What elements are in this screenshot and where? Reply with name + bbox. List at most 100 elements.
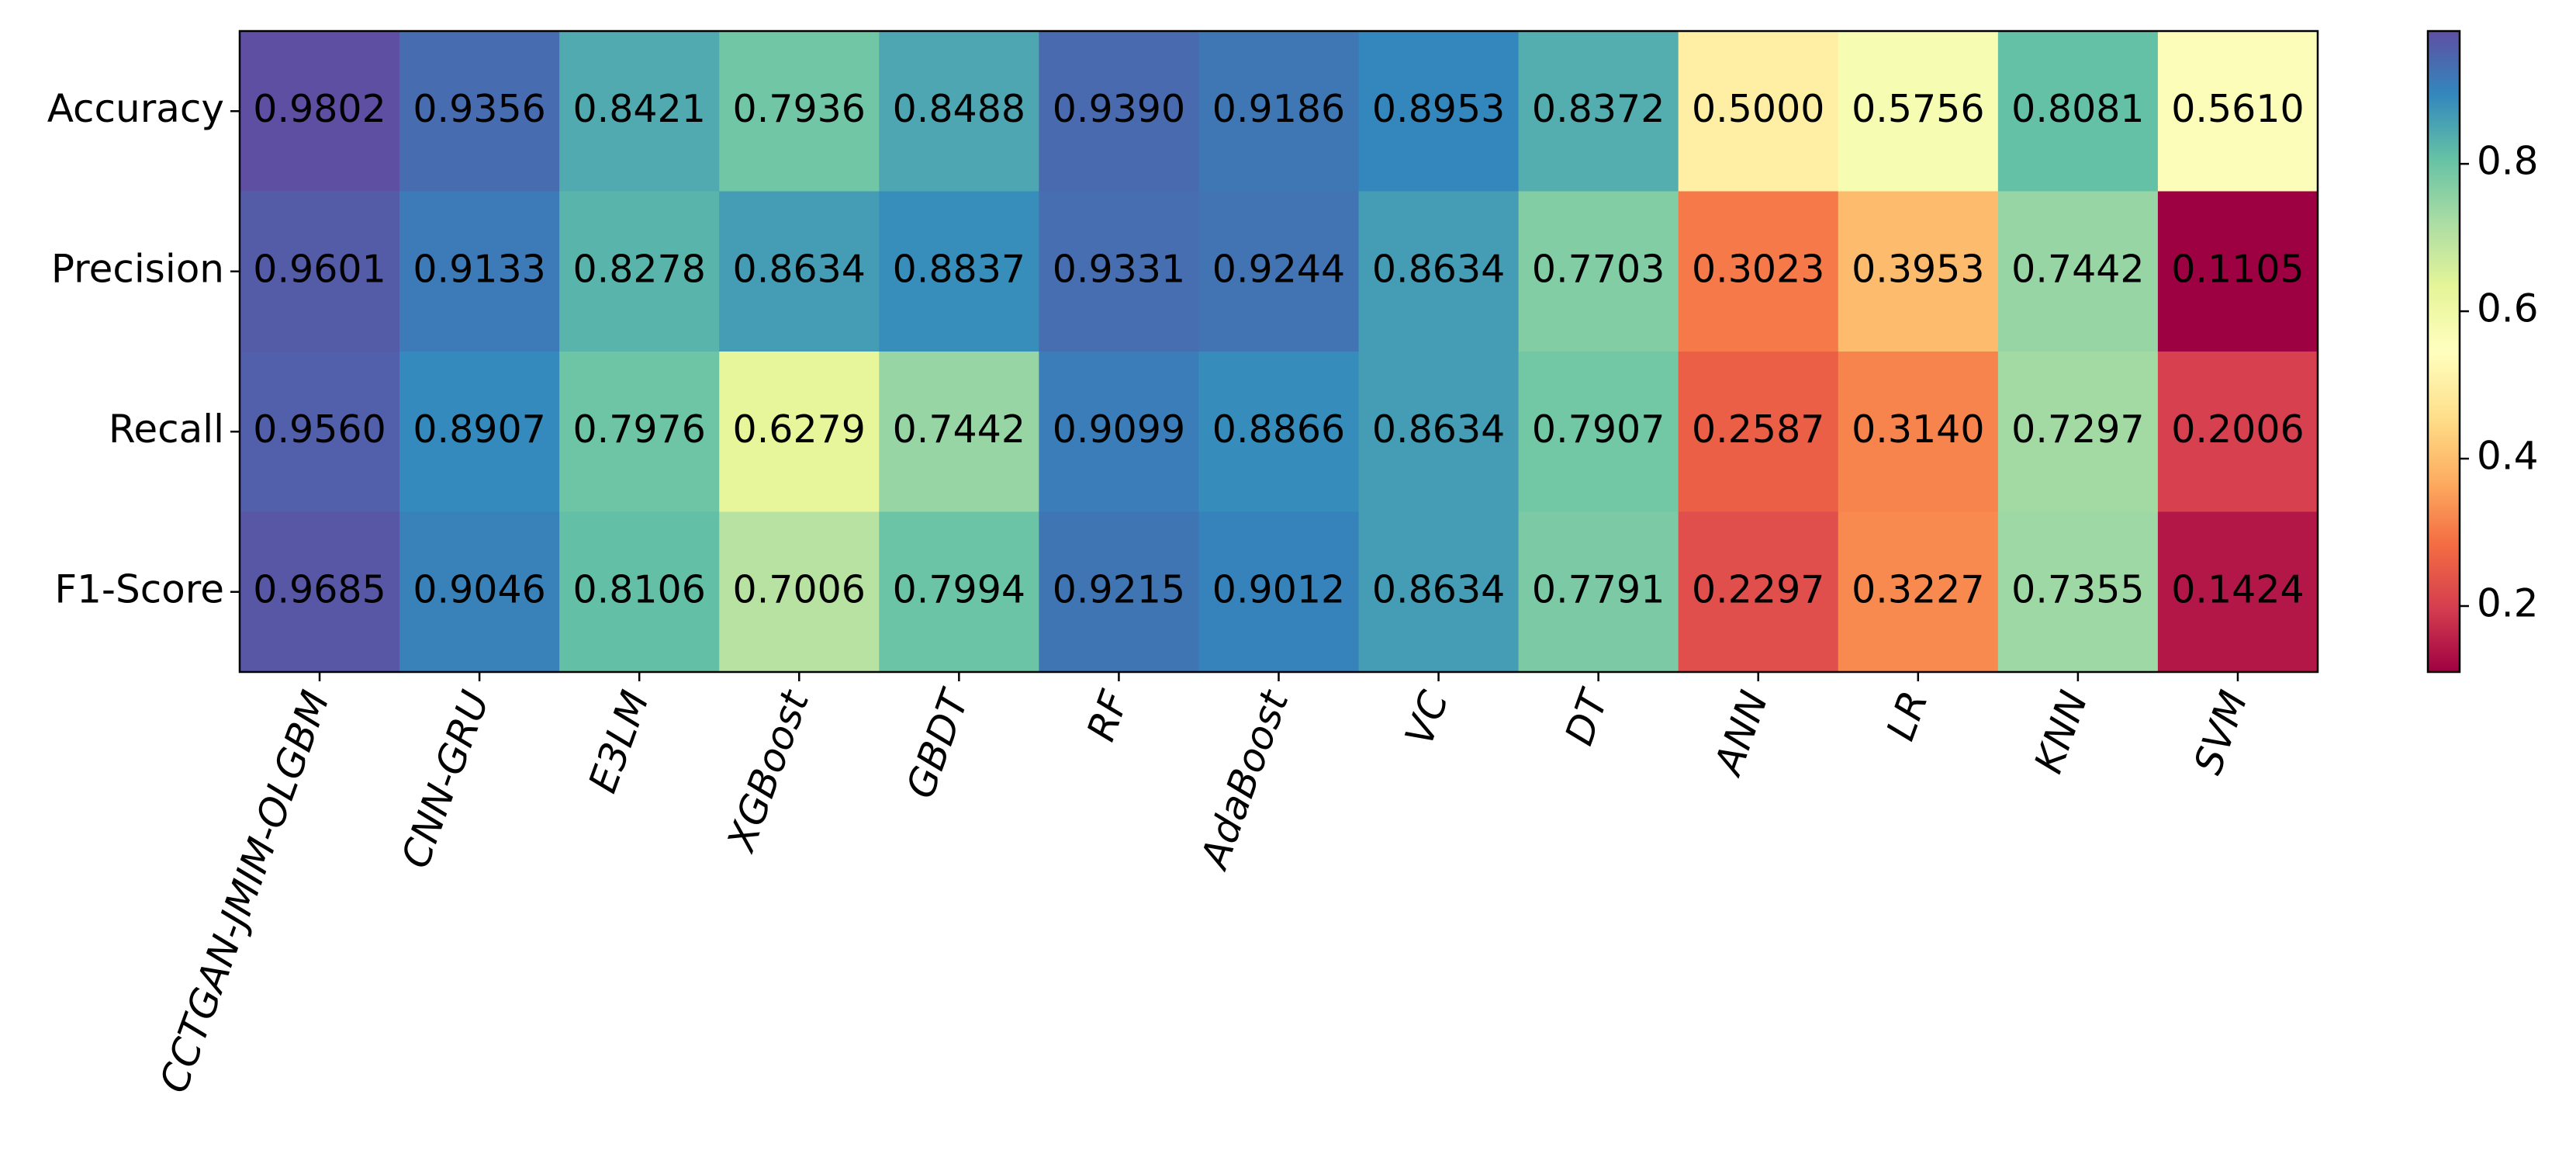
- heatmap-cell: [1198, 352, 1360, 512]
- cell-label: 0.8278: [572, 247, 705, 291]
- cell-label: 0.8634: [1372, 567, 1505, 611]
- heatmap-cell: [719, 31, 880, 192]
- heatmap-cell: [1838, 352, 1999, 512]
- heatmap-cell: [240, 31, 400, 192]
- x-tick-label: LR: [1878, 685, 1937, 746]
- heatmap-cell: [559, 352, 720, 512]
- heatmap-cell: [1358, 352, 1520, 512]
- cell-label: 0.9215: [1053, 567, 1185, 611]
- cell-label: 0.8907: [413, 407, 545, 452]
- x-tick-label: SVM: [2185, 685, 2256, 780]
- x-tick-label: DT: [1556, 683, 1617, 751]
- cell-label: 0.7355: [2011, 567, 2144, 611]
- heatmap-cell: [1838, 191, 1999, 352]
- cell-label: 0.9099: [1053, 407, 1185, 452]
- y-tick-label: Accuracy: [47, 86, 224, 131]
- cell-label: 0.3023: [1692, 247, 1824, 291]
- x-tick-label: RF: [1078, 684, 1138, 747]
- heatmap-cell: [240, 511, 400, 673]
- cell-label: 0.7442: [2011, 247, 2144, 291]
- heatmap-cell: [2157, 31, 2318, 192]
- cell-label: 0.5610: [2171, 87, 2304, 131]
- cell-label: 0.2587: [1692, 407, 1824, 452]
- x-tick-label: GBDT: [897, 683, 978, 805]
- cell-label: 0.9560: [253, 407, 386, 452]
- cell-label: 0.8081: [2011, 87, 2144, 131]
- cell-label: 0.7791: [1532, 567, 1665, 611]
- heatmap-cell: [1198, 191, 1360, 352]
- heatmap-cell: [1997, 352, 2159, 512]
- x-tick-label: KNN: [2026, 685, 2097, 779]
- cell-label: 0.8634: [1372, 407, 1505, 452]
- heatmap-cell: [1518, 191, 1679, 352]
- cell-label: 0.3140: [1852, 407, 1984, 452]
- cell-label: 0.9390: [1053, 87, 1185, 131]
- cell-label: 0.1424: [2171, 567, 2304, 611]
- cell-label: 0.6279: [733, 407, 866, 452]
- x-tick-label: VC: [1396, 685, 1457, 751]
- heatmap-cell: [1678, 511, 1839, 673]
- heatmap-cell: [1997, 511, 2159, 673]
- heatmap-cell: [1678, 191, 1839, 352]
- heatmap-cell: [1997, 31, 2159, 192]
- heatmap-cell: [1198, 511, 1360, 673]
- heatmap-cell: [1198, 31, 1360, 192]
- heatmap-cell: [1678, 352, 1839, 512]
- colorbar-tick-label: 0.4: [2477, 434, 2539, 479]
- cell-label: 0.2006: [2171, 407, 2304, 452]
- heatmap-cell: [559, 31, 720, 192]
- cell-label: 0.9046: [413, 567, 545, 611]
- cell-label: 0.7297: [2011, 407, 2144, 452]
- cell-label: 0.5000: [1692, 87, 1824, 131]
- cell-label: 0.9186: [1212, 87, 1345, 131]
- heatmap-cell: [1358, 511, 1520, 673]
- x-tick-label: AdaBoost: [1191, 684, 1298, 876]
- heatmap-cell: [1838, 511, 1999, 673]
- cell-label: 0.7994: [893, 567, 1025, 611]
- cell-label: 0.9601: [253, 247, 386, 291]
- cell-label: 0.7907: [1532, 407, 1665, 452]
- cell-label: 0.1105: [2171, 247, 2304, 291]
- cell-label: 0.8634: [1372, 247, 1505, 291]
- cell-label: 0.7936: [733, 87, 866, 131]
- cell-label: 0.9802: [253, 87, 386, 131]
- heatmap-cell: [1518, 31, 1679, 192]
- heatmap-cell: [1678, 31, 1839, 192]
- heatmap-cell: [240, 352, 400, 512]
- heatmap-cell: [2157, 352, 2318, 512]
- cell-label: 0.2297: [1692, 567, 1824, 611]
- heatmap-cell: [1358, 191, 1520, 352]
- cell-label: 0.7976: [572, 407, 705, 452]
- heatmap-cell: [1518, 352, 1679, 512]
- cell-label: 0.9012: [1212, 567, 1345, 611]
- heatmap-cell: [1997, 191, 2159, 352]
- cell-label: 0.7006: [733, 567, 866, 611]
- cell-label: 0.9133: [413, 247, 545, 291]
- heatmap-cell: [879, 191, 1039, 352]
- heatmap-cell: [399, 352, 560, 512]
- heatmap-cell: [1358, 31, 1520, 192]
- heatmap-cell: [399, 511, 560, 673]
- cell-label: 0.8953: [1372, 87, 1505, 131]
- heatmap-cell: [719, 191, 880, 352]
- heatmap-cell: [1518, 511, 1679, 673]
- cell-label: 0.8488: [893, 87, 1025, 131]
- x-tick-label: E3LM: [580, 685, 658, 798]
- cell-label: 0.3227: [1852, 567, 1984, 611]
- colorbar-tick-label: 0.8: [2477, 139, 2539, 184]
- heatmap-cell: [1039, 31, 1199, 192]
- heatmap-cell: [399, 191, 560, 352]
- heatmap-cell: [719, 352, 880, 512]
- heatmap-cell: [399, 31, 560, 192]
- heatmap-cell: [719, 511, 880, 673]
- x-tick-label: CNN-GRU: [392, 685, 498, 874]
- heatmap-cell: [1039, 511, 1199, 673]
- cell-label: 0.9685: [253, 567, 386, 611]
- cell-label: 0.3953: [1852, 247, 1984, 291]
- heatmap-cell: [1838, 31, 1999, 192]
- heatmap-cell: [559, 511, 720, 673]
- cell-label: 0.7703: [1532, 247, 1665, 291]
- cell-label: 0.8837: [893, 247, 1025, 291]
- heatmap-cell: [2157, 511, 2318, 673]
- y-tick-label: Recall: [109, 407, 224, 452]
